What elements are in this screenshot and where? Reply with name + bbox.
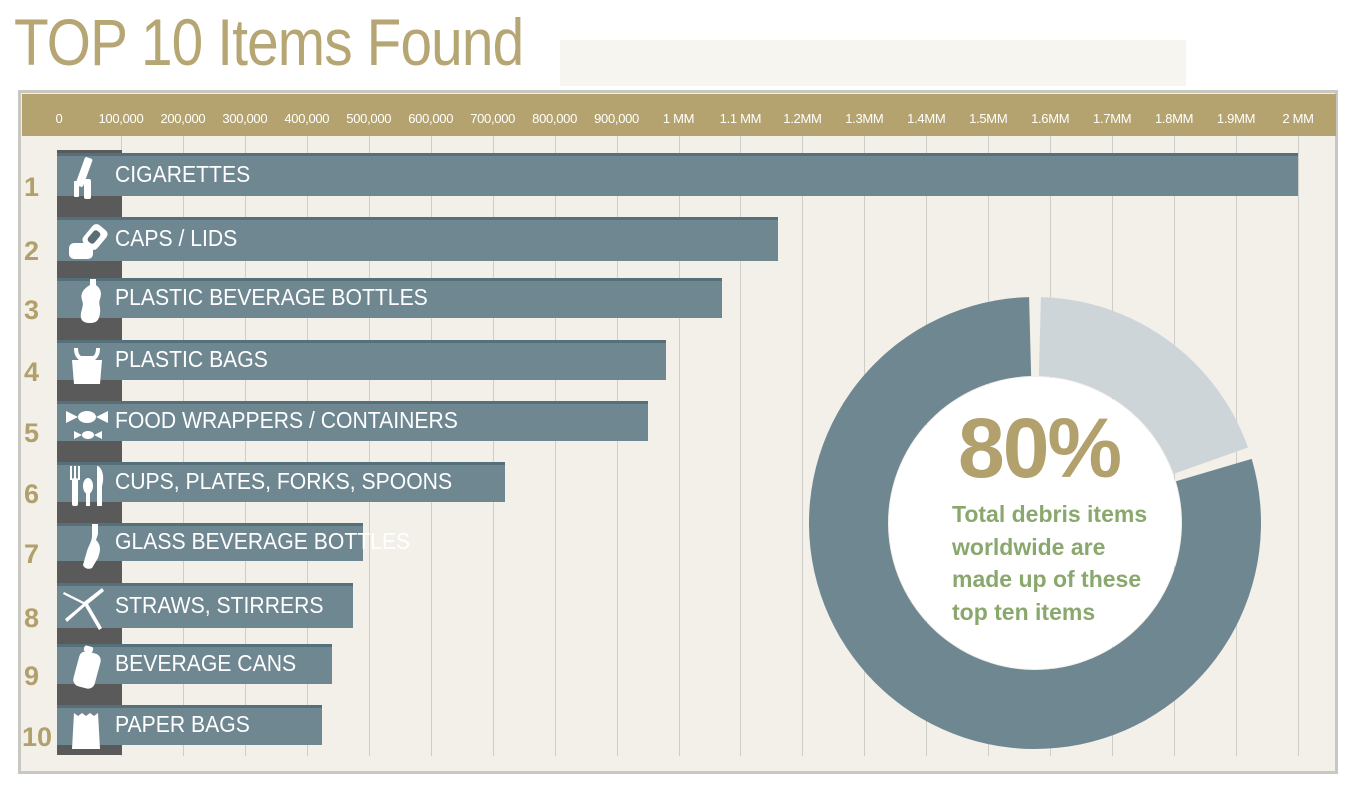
plastic-bag-icon [62,338,112,388]
x-tick-label: 2 MM [1282,111,1314,126]
donut-slice-other [1038,297,1249,474]
x-tick-label: 1.7MM [1093,111,1132,126]
x-tick-label: 900,000 [594,111,639,126]
x-tick-label: 400,000 [284,111,330,126]
bar [57,644,332,684]
rank-number: 5 [24,418,40,448]
x-tick-label: 700,000 [470,111,516,126]
rank-number: 6 [24,479,40,509]
rank-number: 7 [24,539,40,569]
x-tick-label: 600,000 [408,111,454,126]
donut-hole [889,377,1181,669]
x-tick-label: 1.6MM [1031,111,1070,126]
bar [57,153,1298,196]
donut-caption: Total debris items worldwide are made up… [952,501,1148,625]
paper-bag-icon [62,703,112,753]
x-tick-label: 300,000 [222,111,268,126]
gridline [679,136,680,756]
page-title: TOP 10 Items Found [14,5,524,79]
donut-percentage: 80% [958,401,1122,495]
bar-label: CAPS / LIDS [115,225,238,251]
title-band [560,40,1186,86]
x-tick-label: 1.8MM [1154,111,1194,126]
x-tick-label: 1.4MM [907,111,946,126]
x-tick-label: 200,000 [160,111,206,126]
rank-number: 10 [22,722,53,752]
cutlery-icon [62,460,112,510]
gridline [307,136,308,756]
bar-label: FOOD WRAPPERS / CONTAINERS [115,407,458,433]
bar-label: CIGARETTES [115,160,251,187]
gridline [183,136,184,756]
rank-number: 8 [24,602,40,633]
x-tick-label: 1.9MM [1216,111,1256,126]
rank-number: 2 [24,236,40,266]
x-tick-label: 0 [55,111,63,126]
gridline [555,136,556,756]
bar-label: BEVERAGE CANS [115,650,297,676]
x-tick-label: 1.2MM [783,111,822,126]
gridline [740,136,741,756]
x-tick-label: 100,000 [98,111,144,126]
bar [57,278,722,318]
gridline [431,136,432,756]
rank-number: 1 [24,171,40,202]
bar [57,705,323,745]
bar-label: CUPS, PLATES, FORKS, SPOONS [115,468,453,494]
can-icon [62,642,112,692]
gridline [369,136,370,756]
bar-label: PLASTIC BEVERAGE BOTTLES [115,284,428,310]
gridline [1298,136,1299,756]
rank-number: 9 [24,661,40,691]
bar [57,217,778,261]
gridline [617,136,618,756]
donut-chart [808,296,1262,750]
bar [57,523,363,561]
gridline [802,136,803,756]
x-tick-label: 1.3MM [845,111,884,126]
cigarette-icon [62,153,112,203]
gridline [493,136,494,756]
candy-wrapper-icon [62,399,112,449]
bar [57,583,354,628]
bar-label: GLASS BEVERAGE BOTTLES [115,528,411,554]
bar-label: PLASTIC BAGS [115,346,268,372]
x-tick-label: 1.5MM [969,111,1008,126]
x-tick-label: 800,000 [532,111,578,126]
glass-bottle-icon [62,520,112,570]
donut-slice-top-ten [809,297,1261,749]
bar [57,462,506,502]
axis-band [22,94,1336,136]
straw-icon [62,584,112,634]
x-tick-label: 1 MM [662,111,695,126]
x-tick-label: 500,000 [346,111,392,126]
bar-label: STRAWS, STIRRERS [115,591,324,618]
bar [57,340,667,380]
rank-number: 4 [24,357,40,387]
plastic-bottle-icon [62,276,112,326]
rank-number: 3 [24,295,40,325]
gridline [245,136,246,756]
bar [57,401,648,441]
x-tick-label: 1.1 MM [719,111,762,126]
bar-label: PAPER BAGS [115,711,250,737]
cap-icon [62,217,112,267]
